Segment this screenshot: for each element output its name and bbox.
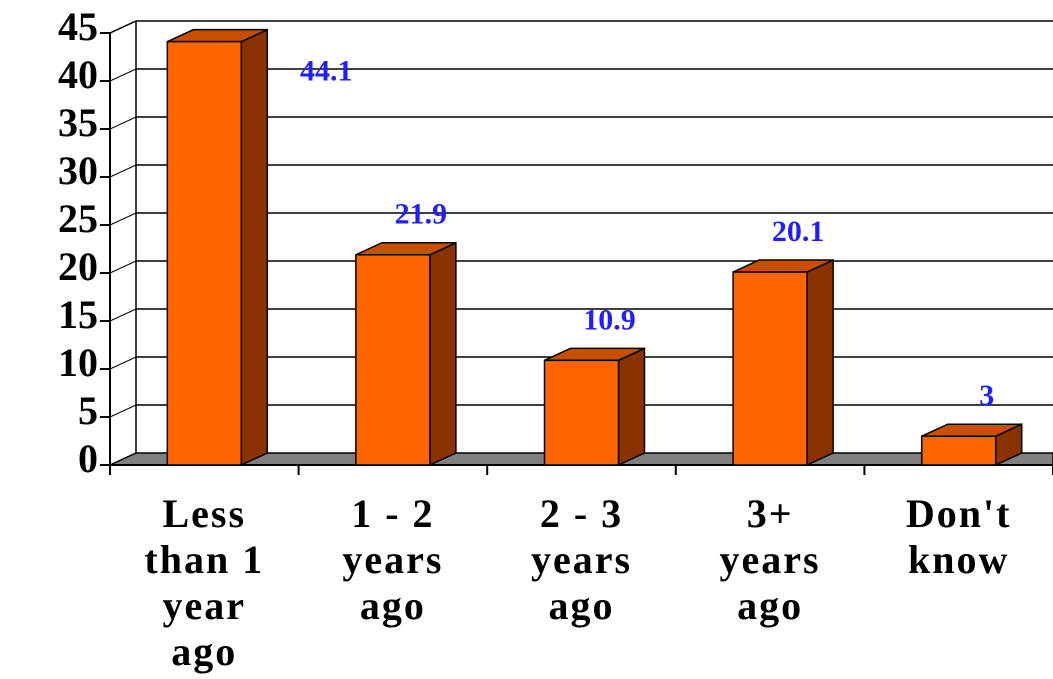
- y-tick-label: 15: [58, 292, 98, 337]
- y-tick-label: 0: [78, 436, 98, 481]
- y-tick-label: 20: [58, 244, 98, 289]
- grid-side: [109, 260, 137, 274]
- y-tick-label: 35: [58, 100, 98, 145]
- y-tick-label: 45: [58, 4, 98, 49]
- value-label: 10.9: [583, 303, 636, 336]
- bar: [920, 435, 997, 466]
- y-tick-label: 25: [58, 196, 98, 241]
- x-tick-label: 1 - 2 years ago: [342, 491, 444, 628]
- bar-side: [806, 258, 834, 467]
- grid-side: [109, 164, 137, 178]
- value-label: 44.1: [300, 55, 353, 88]
- value-label: 3: [979, 379, 994, 412]
- grid-side: [109, 20, 137, 34]
- y-tick-label: 30: [58, 148, 98, 193]
- value-label: 20.1: [772, 215, 825, 248]
- x-tick-label: Less than 1 year ago: [144, 491, 265, 674]
- x-tick-label: 2 - 3 years ago: [530, 491, 633, 628]
- bar-side: [617, 347, 646, 467]
- y-tick-label: 10: [58, 340, 98, 385]
- bar-side: [240, 28, 269, 467]
- bar: [732, 271, 808, 466]
- grid-side: [109, 212, 137, 226]
- grid-side: [109, 308, 137, 322]
- grid-side: [109, 116, 137, 130]
- bar: [543, 359, 620, 466]
- x-tick-label: 3+ years ago: [719, 491, 821, 628]
- bar: [355, 254, 431, 466]
- grid-side: [109, 68, 137, 82]
- grid-side: [109, 356, 137, 370]
- value-label: 21.9: [395, 198, 448, 231]
- grid-side: [109, 404, 137, 418]
- bar-side: [429, 241, 457, 467]
- y-tick-label: 5: [78, 388, 98, 433]
- x-tick-label: Don't know: [905, 491, 1012, 582]
- y-tick-label: 40: [58, 52, 98, 97]
- bar: [166, 40, 243, 466]
